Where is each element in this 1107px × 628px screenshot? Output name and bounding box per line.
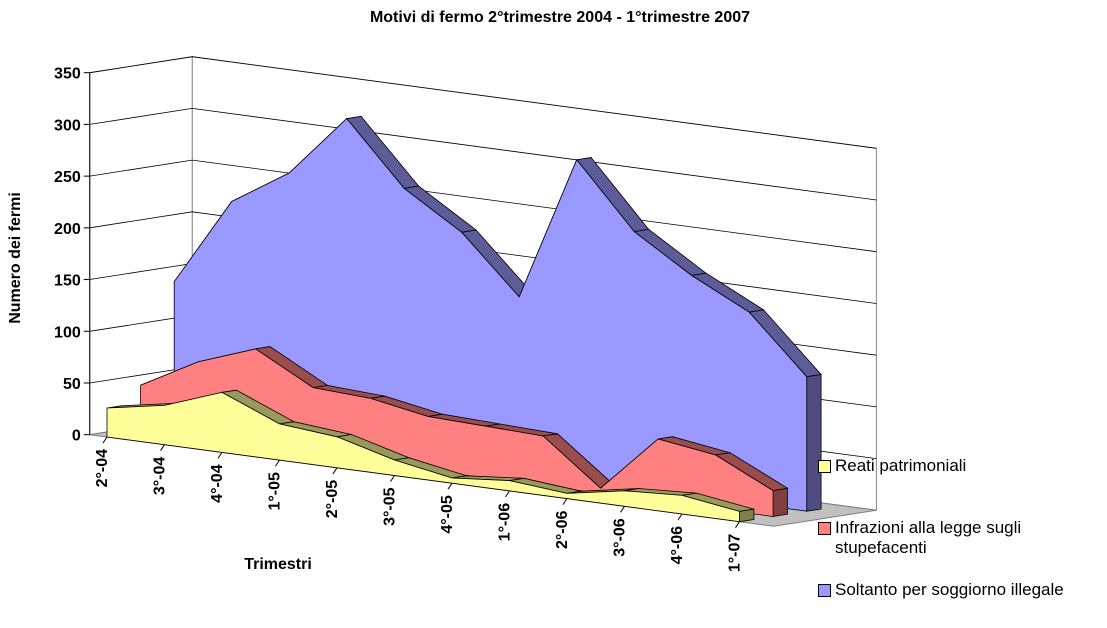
- x-tick-label: 3°-06: [612, 518, 629, 557]
- area-end: [739, 508, 755, 523]
- legend-swatch: [818, 460, 831, 473]
- legend-item: Soltanto per soggiorno illegale: [818, 580, 1107, 628]
- x-tick-label: 3°-05: [382, 487, 399, 526]
- grid-line: [89, 56, 877, 149]
- area: [140, 348, 774, 517]
- x-axis-title: Trimestri: [244, 556, 312, 573]
- x-tick-label: 4°-06: [669, 526, 686, 565]
- x-tick-label: 2°-06: [554, 510, 571, 549]
- legend-swatch: [818, 522, 831, 535]
- y-tick-label: 150: [54, 273, 81, 290]
- x-tick: [735, 521, 740, 528]
- x-tick: [620, 506, 625, 513]
- legend-item: Infrazioni alla legge sugli stupefacenti: [818, 518, 1107, 580]
- legend-label: Infrazioni alla legge sugli stupefacenti: [835, 518, 1022, 557]
- x-tick: [390, 475, 395, 482]
- y-tick-label: 250: [54, 169, 81, 186]
- grid-line: [89, 159, 877, 253]
- x-tick: [102, 436, 108, 444]
- x-tick: [275, 459, 280, 467]
- y-tick-label: 300: [54, 117, 81, 134]
- x-tick-label: 1°-06: [497, 503, 514, 542]
- area-end: [772, 487, 788, 517]
- legend-label: Soltanto per soggiorno illegale: [835, 580, 1064, 599]
- x-tick-label: 4°-05: [439, 495, 456, 534]
- area: [106, 391, 740, 523]
- x-tick: [505, 490, 510, 498]
- x-tick: [562, 498, 568, 505]
- x-tick: [217, 452, 223, 459]
- grid-line: [89, 107, 877, 201]
- y-tick-label: 200: [54, 221, 81, 238]
- y-tick-label: 350: [54, 66, 81, 83]
- y-axis-title: Numero dei fermi: [7, 192, 24, 324]
- x-tick-label: 1°-07: [727, 534, 744, 573]
- x-tick-label: 3°-04: [152, 457, 169, 496]
- legend-label: Reati patrimoniali: [835, 456, 967, 475]
- chart-title: Motivi di fermo 2°trimestre 2004 - 1°tri…: [370, 9, 750, 26]
- x-tick: [160, 444, 165, 451]
- y-tick-label: 50: [63, 376, 81, 393]
- x-tick: [677, 513, 683, 521]
- x-tick-label: 2°-04: [94, 449, 111, 488]
- x-tick: [332, 467, 338, 475]
- legend-item: Reati patrimoniali: [818, 456, 1107, 518]
- x-tick-label: 4°-04: [209, 464, 226, 503]
- x-tick: [447, 482, 453, 490]
- y-tick-label: 100: [54, 324, 81, 341]
- y-tick-label: 0: [72, 428, 81, 445]
- legend: Reati patrimoniali Infrazioni alla legge …: [818, 456, 1107, 628]
- x-tick-label: 2°-05: [324, 480, 341, 519]
- legend-swatch: [818, 584, 831, 597]
- x-tick-label: 1°-05: [267, 472, 284, 511]
